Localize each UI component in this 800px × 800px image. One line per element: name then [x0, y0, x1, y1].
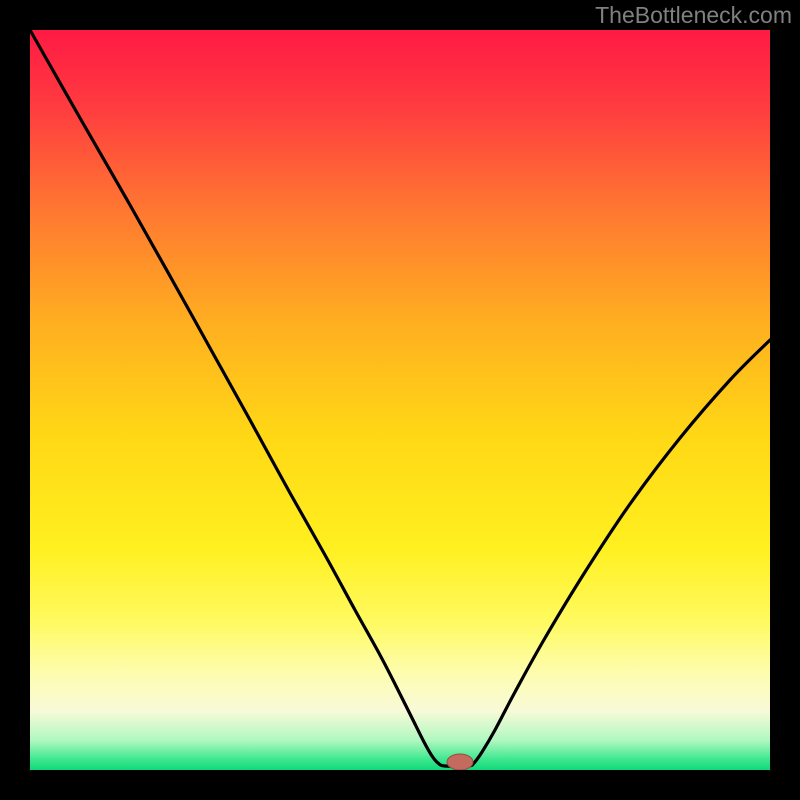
frame-edge [0, 770, 800, 800]
frame-edge [0, 0, 30, 800]
chart-container: TheBottleneck.com [0, 0, 800, 800]
bottleneck-chart [0, 0, 800, 800]
optimal-point-marker [447, 754, 473, 770]
frame-edge [770, 0, 800, 800]
watermark-text: TheBottleneck.com [595, 2, 792, 29]
plot-background [30, 30, 770, 770]
